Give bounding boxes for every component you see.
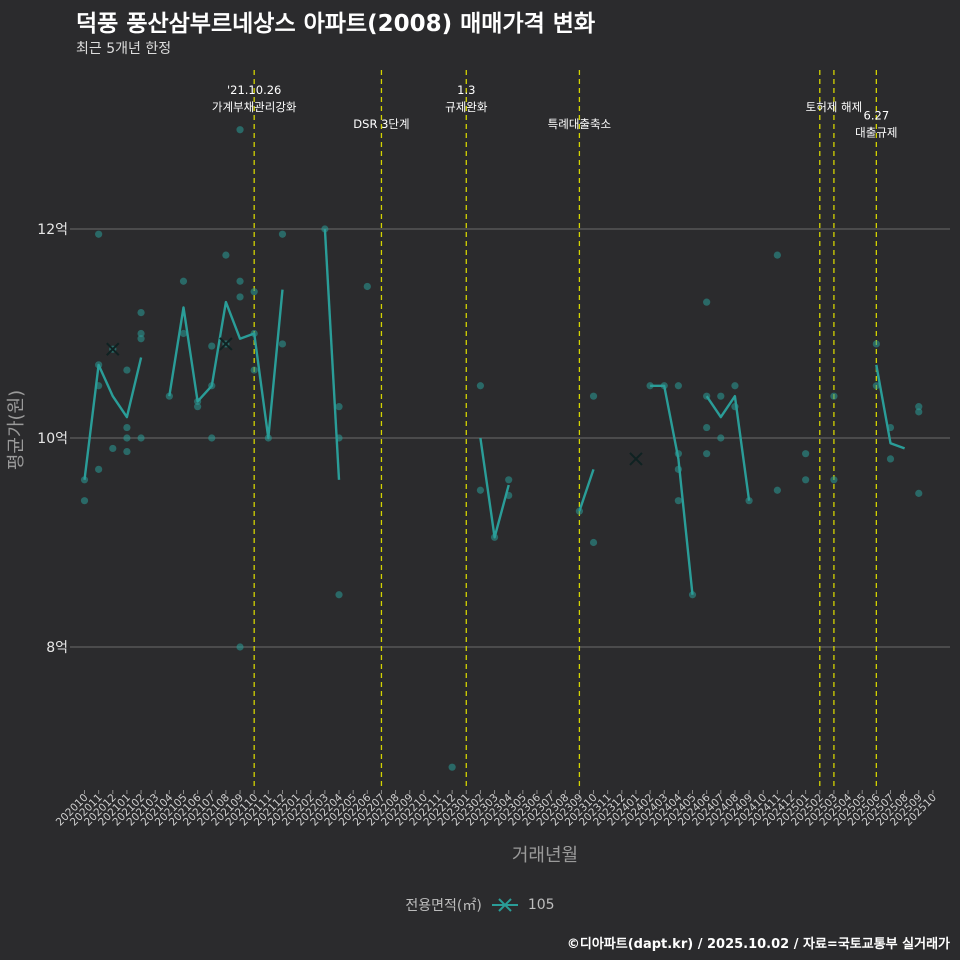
chart-plot: 8억10억12억20201020201120201220210120210220… bbox=[6, 70, 950, 866]
data-point bbox=[123, 423, 131, 432]
data-point bbox=[208, 434, 216, 442]
cross-marker bbox=[219, 337, 233, 351]
legend-key-icon bbox=[491, 898, 518, 912]
series-line bbox=[578, 469, 595, 512]
data-point bbox=[830, 476, 838, 484]
data-point bbox=[321, 225, 329, 233]
data-point bbox=[589, 392, 598, 400]
data-point bbox=[448, 763, 456, 771]
legend: 전용면적(㎡) 105 bbox=[0, 895, 960, 915]
data-point bbox=[915, 489, 923, 497]
event-label: 가계부채관리강화 bbox=[212, 100, 297, 114]
data-point bbox=[703, 450, 711, 458]
data-point bbox=[915, 408, 923, 416]
data-point bbox=[335, 591, 343, 599]
y-tick-label: 12억 bbox=[37, 222, 68, 238]
series-line bbox=[650, 384, 694, 595]
data-point bbox=[717, 434, 725, 442]
data-point bbox=[589, 538, 598, 547]
event-label: '21.10.26 bbox=[227, 83, 281, 97]
data-point bbox=[476, 486, 485, 494]
data-point bbox=[250, 366, 258, 374]
data-point bbox=[505, 476, 513, 484]
data-point bbox=[363, 282, 371, 291]
legend-item-105: 105 bbox=[527, 897, 555, 913]
data-point bbox=[95, 465, 103, 473]
series-line bbox=[83, 357, 143, 480]
data-point bbox=[123, 366, 131, 374]
data-point bbox=[222, 251, 230, 259]
data-point bbox=[137, 309, 145, 317]
data-point bbox=[208, 342, 216, 350]
event-label: 토허제 해제 bbox=[806, 100, 863, 114]
chart-title: 덕풍 풍산삼부르네상스 아파트(2008) 매매가격 변화 bbox=[76, 11, 596, 37]
data-point bbox=[773, 486, 781, 494]
event-label: DSR 3단계 bbox=[353, 117, 409, 131]
data-point bbox=[886, 455, 895, 463]
event-label: 1.3 bbox=[457, 83, 475, 97]
data-point bbox=[802, 450, 810, 458]
data-point bbox=[717, 392, 725, 400]
data-point bbox=[476, 382, 485, 390]
event-label: 특례대출축소 bbox=[548, 117, 611, 131]
data-point bbox=[830, 392, 838, 400]
data-point bbox=[802, 476, 810, 484]
event-label: 규제완화 bbox=[445, 100, 488, 114]
y-tick-label: 10억 bbox=[37, 431, 68, 447]
data-point bbox=[80, 497, 89, 505]
event-label: 6.27 bbox=[864, 109, 890, 123]
data-point bbox=[731, 382, 739, 390]
data-point bbox=[703, 298, 711, 306]
chart-caption: ©디아파트(dapt.kr) / 2025.10.02 / 자료=국토교통부 실… bbox=[566, 937, 950, 952]
data-point bbox=[194, 403, 202, 411]
series-line bbox=[705, 395, 751, 501]
legend-title: 전용면적(㎡) bbox=[405, 898, 482, 914]
data-point bbox=[179, 329, 188, 338]
x-axis-title: 거래년월 bbox=[512, 845, 578, 866]
data-point bbox=[674, 497, 682, 505]
data-point bbox=[872, 382, 880, 390]
data-point bbox=[123, 447, 131, 456]
data-point bbox=[236, 643, 244, 651]
data-point bbox=[278, 230, 287, 238]
data-point bbox=[137, 335, 145, 343]
data-point bbox=[109, 444, 117, 453]
data-point bbox=[335, 403, 343, 411]
data-point bbox=[250, 288, 258, 296]
data-point bbox=[915, 403, 923, 411]
data-point bbox=[872, 340, 880, 348]
event-label: 대출규제 bbox=[855, 126, 897, 140]
data-point bbox=[674, 382, 682, 390]
data-point bbox=[95, 230, 103, 238]
series-line bbox=[323, 228, 341, 480]
data-point bbox=[236, 293, 244, 301]
cross-marker bbox=[629, 452, 643, 466]
data-point bbox=[179, 277, 188, 285]
data-point bbox=[137, 329, 145, 338]
chart-subtitle: 최근 5개년 한정 bbox=[76, 41, 172, 57]
data-point bbox=[236, 277, 244, 285]
data-point bbox=[236, 126, 244, 134]
series-line bbox=[168, 289, 284, 440]
y-tick-label: 8억 bbox=[46, 640, 68, 656]
series-line bbox=[875, 364, 906, 450]
data-point bbox=[703, 423, 711, 432]
data-point bbox=[137, 434, 145, 442]
data-point bbox=[123, 434, 131, 442]
data-point bbox=[278, 340, 287, 348]
data-point bbox=[773, 251, 781, 259]
series-line bbox=[479, 437, 510, 539]
y-axis-title: 평균가(원) bbox=[6, 390, 27, 470]
cross-marker bbox=[106, 342, 120, 356]
